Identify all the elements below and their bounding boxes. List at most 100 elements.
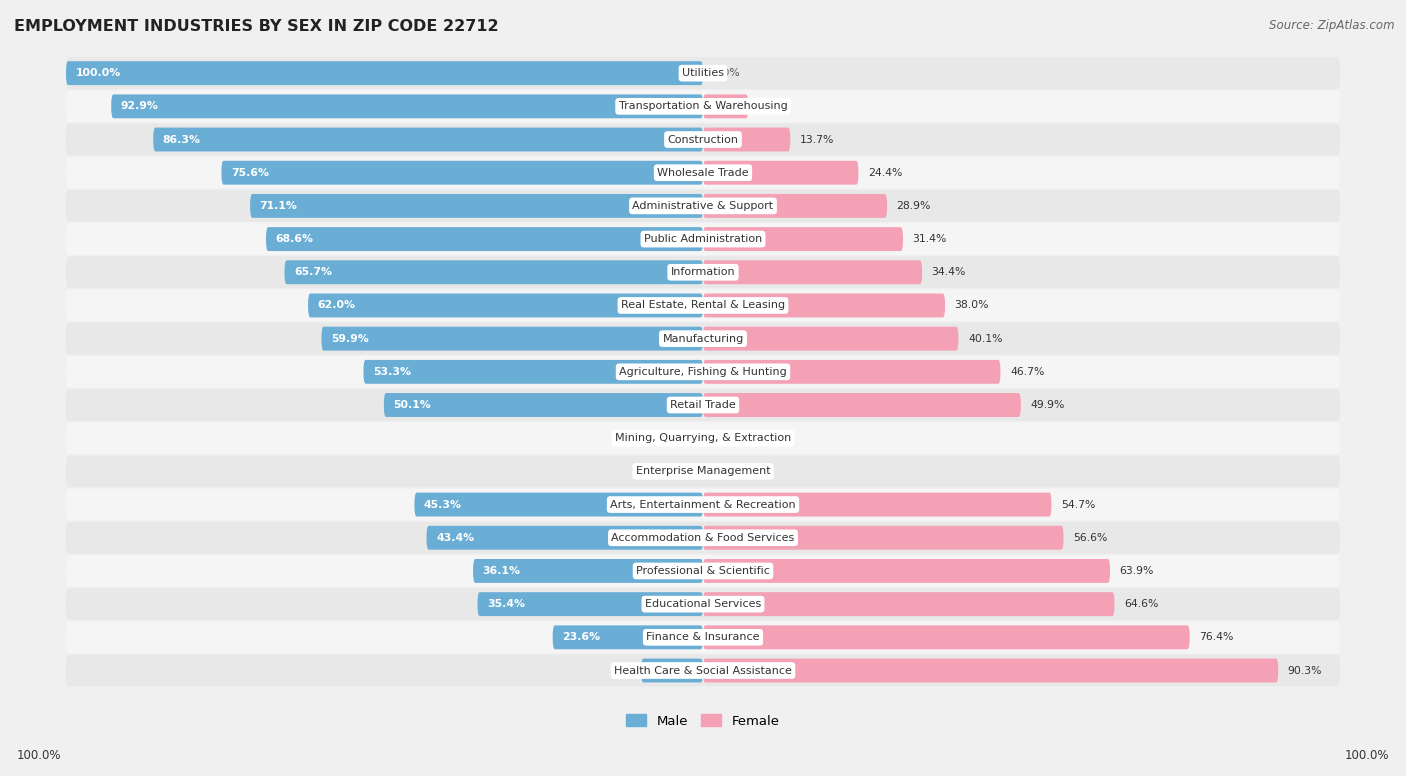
Text: 13.7%: 13.7%: [800, 134, 834, 144]
Text: 0.0%: 0.0%: [713, 68, 741, 78]
FancyBboxPatch shape: [703, 194, 887, 218]
FancyBboxPatch shape: [66, 289, 1340, 321]
Text: 34.4%: 34.4%: [932, 267, 966, 277]
FancyBboxPatch shape: [308, 293, 703, 317]
Text: 100.0%: 100.0%: [17, 749, 62, 762]
Text: Transportation & Warehousing: Transportation & Warehousing: [619, 102, 787, 111]
Text: 100.0%: 100.0%: [76, 68, 121, 78]
FancyBboxPatch shape: [703, 327, 959, 351]
FancyBboxPatch shape: [66, 622, 1340, 653]
Legend: Male, Female: Male, Female: [621, 709, 785, 733]
Text: 43.4%: 43.4%: [436, 533, 474, 542]
Text: 38.0%: 38.0%: [955, 300, 990, 310]
FancyBboxPatch shape: [250, 194, 703, 218]
Text: 9.7%: 9.7%: [651, 666, 681, 675]
FancyBboxPatch shape: [703, 227, 903, 251]
Text: Mining, Quarrying, & Extraction: Mining, Quarrying, & Extraction: [614, 433, 792, 443]
FancyBboxPatch shape: [284, 260, 703, 284]
Text: Utilities: Utilities: [682, 68, 724, 78]
FancyBboxPatch shape: [703, 293, 945, 317]
Text: 63.9%: 63.9%: [1119, 566, 1154, 576]
FancyBboxPatch shape: [703, 360, 1001, 384]
Text: Agriculture, Fishing & Hunting: Agriculture, Fishing & Hunting: [619, 367, 787, 377]
Text: Arts, Entertainment & Recreation: Arts, Entertainment & Recreation: [610, 500, 796, 510]
FancyBboxPatch shape: [703, 526, 1063, 549]
Text: 90.3%: 90.3%: [1288, 666, 1322, 675]
FancyBboxPatch shape: [322, 327, 703, 351]
FancyBboxPatch shape: [472, 559, 703, 583]
Text: 75.6%: 75.6%: [231, 168, 269, 178]
Text: 65.7%: 65.7%: [294, 267, 332, 277]
FancyBboxPatch shape: [66, 61, 703, 85]
Text: Accommodation & Food Services: Accommodation & Food Services: [612, 533, 794, 542]
Text: Manufacturing: Manufacturing: [662, 334, 744, 344]
Text: Information: Information: [671, 267, 735, 277]
Text: Source: ZipAtlas.com: Source: ZipAtlas.com: [1270, 19, 1395, 33]
Text: 50.1%: 50.1%: [394, 400, 432, 410]
FancyBboxPatch shape: [66, 356, 1340, 388]
Text: Construction: Construction: [668, 134, 738, 144]
Text: 56.6%: 56.6%: [1073, 533, 1108, 542]
FancyBboxPatch shape: [384, 393, 703, 417]
Text: 28.9%: 28.9%: [897, 201, 931, 211]
FancyBboxPatch shape: [553, 625, 703, 650]
Text: Retail Trade: Retail Trade: [671, 400, 735, 410]
Text: 54.7%: 54.7%: [1062, 500, 1095, 510]
Text: EMPLOYMENT INDUSTRIES BY SEX IN ZIP CODE 22712: EMPLOYMENT INDUSTRIES BY SEX IN ZIP CODE…: [14, 19, 499, 34]
FancyBboxPatch shape: [703, 127, 790, 151]
Text: 0.0%: 0.0%: [713, 466, 741, 476]
FancyBboxPatch shape: [66, 489, 1340, 521]
Text: 68.6%: 68.6%: [276, 234, 314, 244]
FancyBboxPatch shape: [703, 659, 1278, 682]
Text: Finance & Insurance: Finance & Insurance: [647, 632, 759, 643]
Text: Administrative & Support: Administrative & Support: [633, 201, 773, 211]
Text: 53.3%: 53.3%: [373, 367, 411, 377]
Text: Educational Services: Educational Services: [645, 599, 761, 609]
FancyBboxPatch shape: [266, 227, 703, 251]
Text: 59.9%: 59.9%: [330, 334, 368, 344]
Text: Public Administration: Public Administration: [644, 234, 762, 244]
Text: 62.0%: 62.0%: [318, 300, 356, 310]
Text: 0.0%: 0.0%: [665, 466, 693, 476]
Text: 35.4%: 35.4%: [486, 599, 524, 609]
Text: Enterprise Management: Enterprise Management: [636, 466, 770, 476]
Text: 49.9%: 49.9%: [1031, 400, 1064, 410]
Text: Wholesale Trade: Wholesale Trade: [657, 168, 749, 178]
Text: 36.1%: 36.1%: [482, 566, 520, 576]
FancyBboxPatch shape: [66, 655, 1340, 687]
FancyBboxPatch shape: [703, 95, 748, 118]
FancyBboxPatch shape: [66, 588, 1340, 620]
FancyBboxPatch shape: [415, 493, 703, 517]
FancyBboxPatch shape: [66, 157, 1340, 189]
FancyBboxPatch shape: [66, 256, 1340, 288]
Text: 92.9%: 92.9%: [121, 102, 159, 111]
FancyBboxPatch shape: [703, 559, 1111, 583]
Text: 71.1%: 71.1%: [260, 201, 298, 211]
FancyBboxPatch shape: [703, 393, 1021, 417]
Text: 31.4%: 31.4%: [912, 234, 948, 244]
FancyBboxPatch shape: [703, 625, 1189, 650]
Text: 40.1%: 40.1%: [967, 334, 1002, 344]
Text: 100.0%: 100.0%: [1344, 749, 1389, 762]
FancyBboxPatch shape: [66, 323, 1340, 355]
Text: Professional & Scientific: Professional & Scientific: [636, 566, 770, 576]
FancyBboxPatch shape: [703, 260, 922, 284]
Text: 24.4%: 24.4%: [868, 168, 903, 178]
Text: 0.0%: 0.0%: [713, 433, 741, 443]
FancyBboxPatch shape: [641, 659, 703, 682]
FancyBboxPatch shape: [66, 521, 1340, 554]
FancyBboxPatch shape: [66, 389, 1340, 421]
Text: 45.3%: 45.3%: [425, 500, 463, 510]
FancyBboxPatch shape: [66, 422, 1340, 454]
FancyBboxPatch shape: [66, 57, 1340, 89]
FancyBboxPatch shape: [426, 526, 703, 549]
Text: 46.7%: 46.7%: [1010, 367, 1045, 377]
Text: 7.1%: 7.1%: [758, 102, 786, 111]
FancyBboxPatch shape: [66, 223, 1340, 255]
Text: 86.3%: 86.3%: [163, 134, 201, 144]
Text: 76.4%: 76.4%: [1199, 632, 1233, 643]
Text: 0.0%: 0.0%: [665, 433, 693, 443]
FancyBboxPatch shape: [703, 161, 859, 185]
Text: Real Estate, Rental & Leasing: Real Estate, Rental & Leasing: [621, 300, 785, 310]
FancyBboxPatch shape: [111, 95, 703, 118]
